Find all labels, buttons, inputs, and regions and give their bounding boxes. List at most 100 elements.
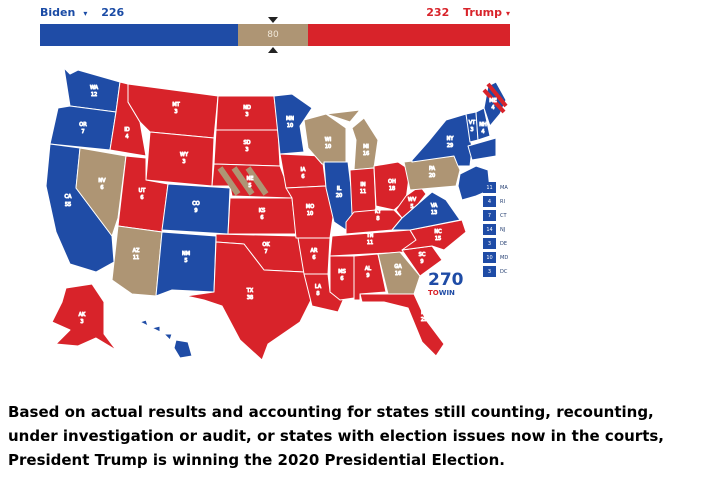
state-mn[interactable]: MN 10 bbox=[273, 93, 313, 155]
state-fl[interactable]: FL 29 bbox=[359, 293, 445, 357]
legend-ev-box: 11 bbox=[483, 182, 496, 193]
state-nm[interactable]: NM 5 bbox=[155, 231, 217, 297]
state-label: MT bbox=[172, 102, 180, 108]
electoral-vote-header: Biden ▾ 226 232 Trump ▾ 80 bbox=[40, 6, 510, 53]
state-ev: 7 bbox=[264, 249, 267, 255]
state-label: WV bbox=[408, 197, 417, 203]
state-ev: 12 bbox=[91, 92, 97, 98]
state-wa[interactable]: WA 12 bbox=[63, 67, 121, 113]
state-label: IL bbox=[337, 186, 341, 192]
state-ev: 16 bbox=[363, 151, 369, 157]
state-ny[interactable]: NY 29 bbox=[411, 113, 473, 167]
state-label: ND bbox=[243, 105, 251, 111]
caption-line-3: President Trump is winning the 2020 Pres… bbox=[8, 451, 505, 469]
biden-selector[interactable]: Biden ▾ 226 bbox=[40, 6, 124, 19]
state-ks[interactable]: KS 6 bbox=[227, 197, 297, 235]
state-ev: 9 bbox=[420, 259, 423, 265]
state-ev: 3 bbox=[245, 147, 248, 153]
state-wy[interactable]: WY 3 bbox=[145, 131, 215, 187]
state-label: MI bbox=[363, 144, 369, 150]
state-label: SD bbox=[243, 140, 250, 146]
state-ev: 3 bbox=[80, 319, 83, 325]
state-label: ID bbox=[124, 127, 129, 133]
state-nc[interactable]: NC 15 bbox=[401, 219, 467, 251]
undecided-bar-segment: 80 bbox=[238, 17, 308, 53]
state-ev: 3 bbox=[470, 127, 473, 133]
state-ev: 10 bbox=[307, 211, 313, 217]
270-to-win-logo[interactable]: 270 TOWIN bbox=[428, 272, 468, 306]
state-ev: 6 bbox=[140, 195, 143, 201]
state-tx[interactable]: TX 38 bbox=[185, 241, 313, 361]
legend-item-dc[interactable]: 3 DC bbox=[483, 265, 523, 278]
state-label: GA bbox=[394, 264, 402, 270]
state-vt[interactable]: VT 3 bbox=[465, 111, 479, 143]
state-ga[interactable]: GA 16 bbox=[377, 251, 421, 295]
state-ev: 29 bbox=[447, 143, 453, 149]
new-england bbox=[457, 137, 497, 201]
state-ev: 9 bbox=[366, 273, 369, 279]
state-ak[interactable]: AK 3 bbox=[51, 283, 117, 351]
state-label: KY bbox=[375, 209, 382, 215]
legend-ev-box: 10 bbox=[483, 252, 496, 263]
state-label: HI bbox=[179, 360, 184, 366]
state-ar[interactable]: AR 6 bbox=[297, 237, 331, 275]
state-sd[interactable]: SD 3 bbox=[213, 129, 281, 167]
state-label: VA bbox=[431, 203, 438, 209]
state-co[interactable]: CO 9 bbox=[161, 183, 231, 235]
state-label: NM bbox=[182, 251, 190, 257]
state-me[interactable]: ME 4 bbox=[482, 81, 508, 127]
state-nh[interactable]: NH 4 bbox=[475, 107, 491, 141]
state-ev: 5 bbox=[184, 258, 187, 264]
legend-label: DE bbox=[500, 240, 508, 247]
state-va[interactable]: VA 13 bbox=[391, 191, 461, 231]
state-ev: 5 bbox=[410, 204, 413, 210]
legend-item-md[interactable]: 10 MD bbox=[483, 251, 523, 264]
state-label: KS bbox=[259, 208, 265, 214]
state-nv[interactable]: NV 6 bbox=[75, 147, 127, 237]
state-az[interactable]: AZ 11 bbox=[111, 225, 163, 297]
chevron-down-icon: ▾ bbox=[83, 9, 88, 18]
state-hi[interactable]: HI 4 bbox=[139, 319, 193, 372]
state-la[interactable]: LA 8 bbox=[303, 273, 345, 313]
trump-bar-segment bbox=[308, 24, 510, 46]
state-nj-de-md-area[interactable] bbox=[457, 165, 491, 201]
legend-label: MA bbox=[500, 184, 508, 191]
majority-marker-bottom-icon bbox=[268, 47, 278, 53]
state-ky[interactable]: KY 8 bbox=[345, 209, 403, 235]
state-label: NC bbox=[434, 229, 442, 235]
state-tn[interactable]: TN 11 bbox=[329, 229, 417, 257]
logo-wordmark: TOWIN bbox=[428, 289, 468, 297]
state-label: CO bbox=[192, 201, 199, 207]
state-label: OR bbox=[79, 122, 87, 128]
state-label: AZ bbox=[133, 248, 140, 254]
state-ev: 10 bbox=[325, 144, 331, 150]
state-ev: 15 bbox=[435, 236, 441, 242]
state-oh[interactable]: OH 18 bbox=[373, 161, 411, 211]
legend-item-ri[interactable]: 4 RI bbox=[483, 195, 523, 208]
state-label: WA bbox=[90, 85, 99, 91]
state-ne[interactable]: NE 5 bbox=[211, 163, 293, 199]
state-label: FL bbox=[421, 310, 427, 316]
state-label: WI bbox=[325, 137, 331, 143]
caption-line-2: under investigation or audit, or states … bbox=[8, 427, 665, 445]
us-electoral-map: WA 12 OR 7 CA 55 NV 6 ID 4 MT 3 bbox=[45, 67, 508, 372]
state-ev: 10 bbox=[287, 123, 293, 129]
undecided-count: 80 bbox=[267, 30, 279, 40]
state-ms[interactable]: MS 6 bbox=[329, 255, 355, 301]
electoral-vote-bar: 80 bbox=[40, 17, 510, 53]
state-label: IN bbox=[360, 182, 365, 188]
legend-ev-box: 3 bbox=[483, 266, 496, 277]
state-ma-ri-ct-area[interactable] bbox=[467, 137, 497, 161]
state-label: ME bbox=[489, 98, 496, 104]
legend-item-nj[interactable]: 14 NJ bbox=[483, 223, 523, 236]
legend-item-ct[interactable]: 7 CT bbox=[483, 209, 523, 222]
state-label: NE bbox=[247, 176, 254, 182]
state-ev: 4 bbox=[125, 134, 128, 140]
state-or[interactable]: OR 7 bbox=[49, 105, 117, 151]
state-nd[interactable]: ND 3 bbox=[215, 95, 279, 131]
legend-item-de[interactable]: 3 DE bbox=[483, 237, 523, 250]
state-in[interactable]: IN 11 bbox=[349, 167, 377, 215]
trump-selector[interactable]: 232 Trump ▾ bbox=[426, 6, 510, 19]
state-label: VT bbox=[469, 120, 476, 126]
legend-item-ma[interactable]: 11 MA bbox=[483, 181, 523, 194]
